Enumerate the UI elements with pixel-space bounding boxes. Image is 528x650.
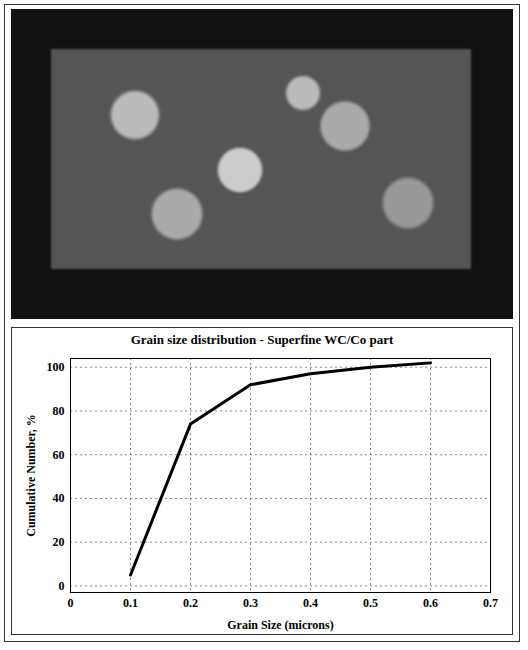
svg-text:0.3: 0.3 [243,596,258,610]
svg-text:Cumulative Number, %: Cumulative Number, % [24,414,38,537]
svg-text:0.5: 0.5 [363,596,378,610]
html-text:Grain size distribution - Supe: Grain size distribution - Superfine WC/C… [130,332,394,347]
svg-text:0.6: 0.6 [423,596,438,610]
svg-text:0: 0 [59,579,65,593]
svg-text:0: 0 [68,596,74,610]
svg-text:40: 40 [53,491,65,505]
svg-text:0.7: 0.7 [483,596,498,610]
svg-text:60: 60 [53,448,65,462]
svg-text:80: 80 [53,404,65,418]
svg-text:0.4: 0.4 [303,596,318,610]
svg-text:0.1: 0.1 [123,596,138,610]
svg-text:20: 20 [53,535,65,549]
svg-text:0.2: 0.2 [183,596,198,610]
svg-text:100: 100 [47,360,65,374]
svg-text:Grain Size (microns): Grain Size (microns) [227,618,333,632]
